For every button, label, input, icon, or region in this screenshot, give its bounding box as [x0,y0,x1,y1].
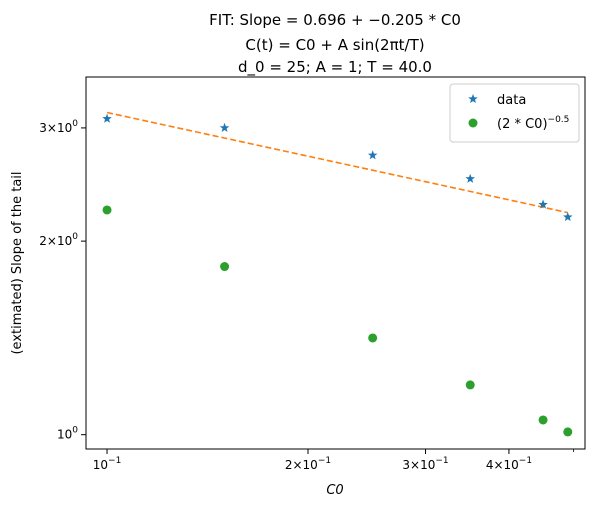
x-tick-exp: −1 [318,456,331,466]
legend-data-marker [468,94,478,104]
x-tick-exp: −1 [519,456,532,466]
y-tick-label: 2×100 [39,232,78,248]
fit-line [106,111,568,214]
y-tick-base: 3×10 [39,121,72,135]
data-point-circle [368,333,378,343]
data-point-circle [465,380,475,390]
x-axis-ticks: 10−1 2×10−1 3×10−1 4×10−1 [93,449,575,472]
legend: data (2 * C0)−0.5 [449,83,580,143]
x-axis-label: C0 [326,483,343,498]
title-line-3: d_0 = 25; A = 1; T = 40.0 [238,58,432,77]
legend-box [449,83,580,143]
x-tick-base: 10 [93,458,108,472]
data-point-circle [538,415,548,425]
y-tick-base: 2×10 [39,234,72,248]
x-tick-exp: −1 [108,456,121,466]
data-point-star [367,150,378,160]
y-tick-exp: 0 [72,232,78,242]
legend-power-base: (2 * C0) [497,117,548,132]
data-point-star [563,212,573,222]
x-tick-base: 3×10 [402,458,435,472]
y-tick-label: 100 [57,426,78,442]
data-point-star [465,173,475,183]
plot-marks [102,111,573,437]
plot-frame [85,76,586,450]
x-tick-exp: −1 [435,456,448,466]
data-point-star [219,122,230,132]
x-tick-label: 10−1 [93,456,122,472]
data-point-circle [220,262,230,272]
y-tick-base: 10 [57,428,72,442]
legend-circle-marker [468,118,478,128]
x-tick-label: 3×10−1 [402,456,448,472]
y-tick-exp: 0 [72,119,78,129]
title-line-1: FIT: Slope = 0.696 + −0.205 * C0 [209,11,461,29]
x-tick-base: 2×10 [285,458,318,472]
x-tick-base: 4×10 [486,458,519,472]
data-point-circle [102,205,112,215]
x-tick-label: 4×10−1 [486,456,532,472]
legend-label-power: (2 * C0)−0.5 [497,115,569,132]
y-tick-label: 3×100 [39,119,78,135]
data-point-star [538,199,548,209]
title-line-2: C(t) = C0 + A sin(2πt/T) [245,36,424,54]
y-axis-label: (extimated) Slope of the tail [10,171,25,354]
x-tick-label: 2×10−1 [285,456,331,472]
chart-title: FIT: Slope = 0.696 + −0.205 * C0 C(t) = … [209,11,461,77]
data-point-star [102,113,112,123]
legend-power-exp: −0.5 [548,115,570,125]
y-tick-exp: 0 [72,426,78,436]
legend-star-shape [468,94,478,104]
data-point-circle [563,427,573,437]
legend-label-data: data [497,93,526,108]
